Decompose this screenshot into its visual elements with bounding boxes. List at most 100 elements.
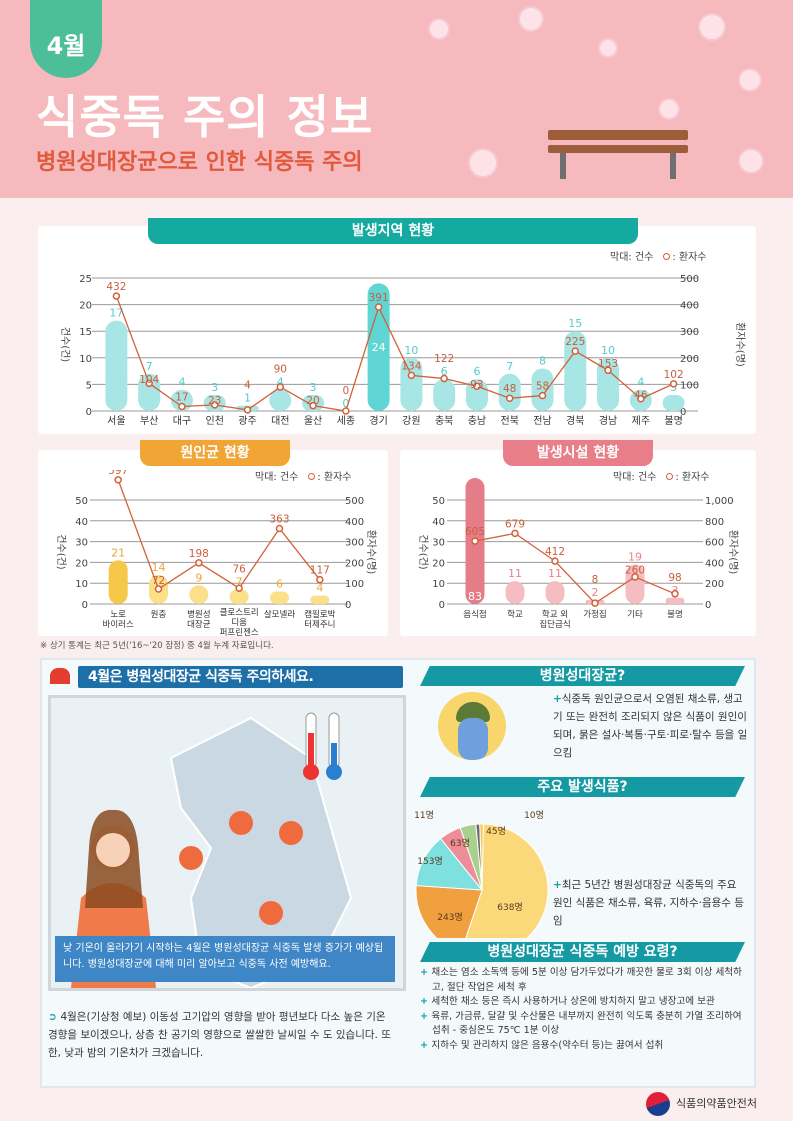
case-value-label: 3 xyxy=(310,381,317,394)
legend-line-label: : 환자수 xyxy=(317,472,352,483)
patient-point-3 xyxy=(591,599,599,607)
category-label: 디움 xyxy=(231,618,247,628)
facility-chart-title: 발생시설 현황 xyxy=(503,440,653,466)
category-label: 광주 xyxy=(238,415,256,427)
patient-point-5 xyxy=(316,575,324,584)
right-tick-label: 400 xyxy=(345,517,364,528)
main-foods-pie-chart: 638명 243명 153명 63명 45명 11명 10명 xyxy=(414,810,549,938)
category-label: 충남 xyxy=(468,415,486,427)
bar-10 xyxy=(433,379,456,411)
case-value-label: 6 xyxy=(276,578,283,591)
case-value-label: 4 xyxy=(316,582,323,595)
category-label: 제주 xyxy=(632,415,650,427)
patient-value-label: 122 xyxy=(434,353,454,365)
category-label: 울산 xyxy=(304,415,322,427)
patient-point-12 xyxy=(505,394,514,402)
blossom-decoration xyxy=(430,20,448,38)
weather-forecast-body: 4월은(기상청 예보) 이동성 고기압의 영향을 받아 평년보다 다소 높은 기… xyxy=(48,1011,391,1059)
left-tick-label: 50 xyxy=(75,496,88,507)
left-tick-label: 40 xyxy=(75,517,88,528)
patient-point-9 xyxy=(407,371,416,380)
case-value-label: 0 xyxy=(342,397,349,410)
patient-point-5 xyxy=(276,383,285,391)
case-value-label: 24 xyxy=(372,341,386,354)
category-label: 서울 xyxy=(107,415,125,427)
patient-value-label: 363 xyxy=(269,513,289,525)
case-value-label: 11 xyxy=(508,567,522,580)
category-label: 인천 xyxy=(206,415,224,427)
left-tick-label: 0 xyxy=(86,407,92,418)
blossom-decoration xyxy=(700,15,724,39)
main-foods-title: 주요 발생식품? xyxy=(420,777,745,797)
right-tick-label: 300 xyxy=(345,538,364,549)
pie-label: 10명 xyxy=(524,810,544,821)
left-tick-label: 20 xyxy=(75,558,88,569)
patient-point-5 xyxy=(671,590,679,598)
patient-point-14 xyxy=(571,347,580,355)
blossom-decoration xyxy=(470,150,496,176)
left-tick-label: 5 xyxy=(86,380,92,391)
patient-value-label: 0 xyxy=(342,385,349,397)
bench-leg xyxy=(670,153,676,179)
patient-point-6 xyxy=(309,401,317,410)
legend-bar-label: 막대: 건수 xyxy=(610,252,654,263)
case-value-label: 6 xyxy=(441,365,448,378)
patient-point-7 xyxy=(342,407,350,415)
category-label: 대구 xyxy=(173,415,191,427)
bar-1 xyxy=(138,373,161,411)
left-tick-label: 10 xyxy=(75,579,88,590)
right-tick-label: 600 xyxy=(705,538,724,549)
left-axis-label: 건수(건) xyxy=(417,534,429,570)
prevention-item: + 지하수 및 관리하지 않은 음용수(약수터 등)는 끓여서 섭취 xyxy=(420,1039,664,1051)
bar-5 xyxy=(665,597,685,604)
right-tick-label: 0 xyxy=(705,600,711,611)
patient-point-0 xyxy=(471,537,479,545)
patient-line xyxy=(474,532,676,605)
right-tick-label: 0 xyxy=(345,600,351,611)
legend-bar-label: 막대: 건수 xyxy=(255,472,299,483)
patient-value-label: 17 xyxy=(175,391,188,403)
left-tick-label: 30 xyxy=(432,538,445,549)
pie-label: 243명 xyxy=(437,912,462,923)
blossom-decoration xyxy=(740,70,760,90)
patient-value-label: 58 xyxy=(536,381,549,393)
case-value-label: 7 xyxy=(506,360,513,373)
case-value-label: 9 xyxy=(195,571,202,584)
region-chart-title: 발생지역 현황 xyxy=(148,218,638,244)
case-value-label: 15 xyxy=(568,317,582,330)
case-value-label: 14 xyxy=(152,561,166,574)
patient-line xyxy=(115,295,674,412)
legend-dot-icon xyxy=(308,473,316,480)
category-label: 경북 xyxy=(566,414,584,427)
bar-9 xyxy=(400,357,423,411)
legend-line-label: : 환자수 xyxy=(675,472,710,483)
category-label: 전남 xyxy=(533,415,551,427)
case-value-label: 4 xyxy=(277,376,284,389)
category-label: 집단급식 xyxy=(539,619,570,630)
patient-value-label: 46 xyxy=(634,390,648,402)
bench-slat xyxy=(548,145,688,153)
category-label: 불명 xyxy=(664,415,682,427)
right-tick-label: 1,000 xyxy=(705,496,734,507)
legend-line-label: : 환자수 xyxy=(672,252,707,263)
patient-value-label: 153 xyxy=(598,358,618,370)
region-chart-legend: 막대: 건수 : 환자수 xyxy=(610,252,707,264)
patient-point-17 xyxy=(669,380,678,388)
patient-point-2 xyxy=(178,402,186,411)
right-tick-label: 0 xyxy=(680,407,686,418)
prevention-list: + 채소는 염소 소독액 등에 5분 이상 담가두었다가 깨끗한 물로 3회 이… xyxy=(420,966,752,1053)
patient-value-label: 20 xyxy=(306,395,319,407)
pathogen-chart-card xyxy=(38,450,388,636)
bar-0 xyxy=(108,560,128,604)
blossom-decoration xyxy=(520,8,542,30)
pathogen-chart-title: 원인균 현황 xyxy=(140,440,290,466)
pie-label: 63명 xyxy=(450,838,470,849)
category-label: 기타 xyxy=(627,610,643,620)
patient-value-label: 72 xyxy=(152,575,165,587)
pathogen-chart-legend: 막대: 건수 : 환자수 xyxy=(255,472,352,484)
case-value-label: 4 xyxy=(637,376,644,389)
bar-17 xyxy=(662,395,685,411)
bar-4 xyxy=(270,591,289,604)
case-value-label: 3 xyxy=(211,381,218,394)
main-foods-text: +최근 5년간 병원성대장균 식중독의 주요 원인 식품은 채소류, 육류, 지… xyxy=(553,879,744,927)
